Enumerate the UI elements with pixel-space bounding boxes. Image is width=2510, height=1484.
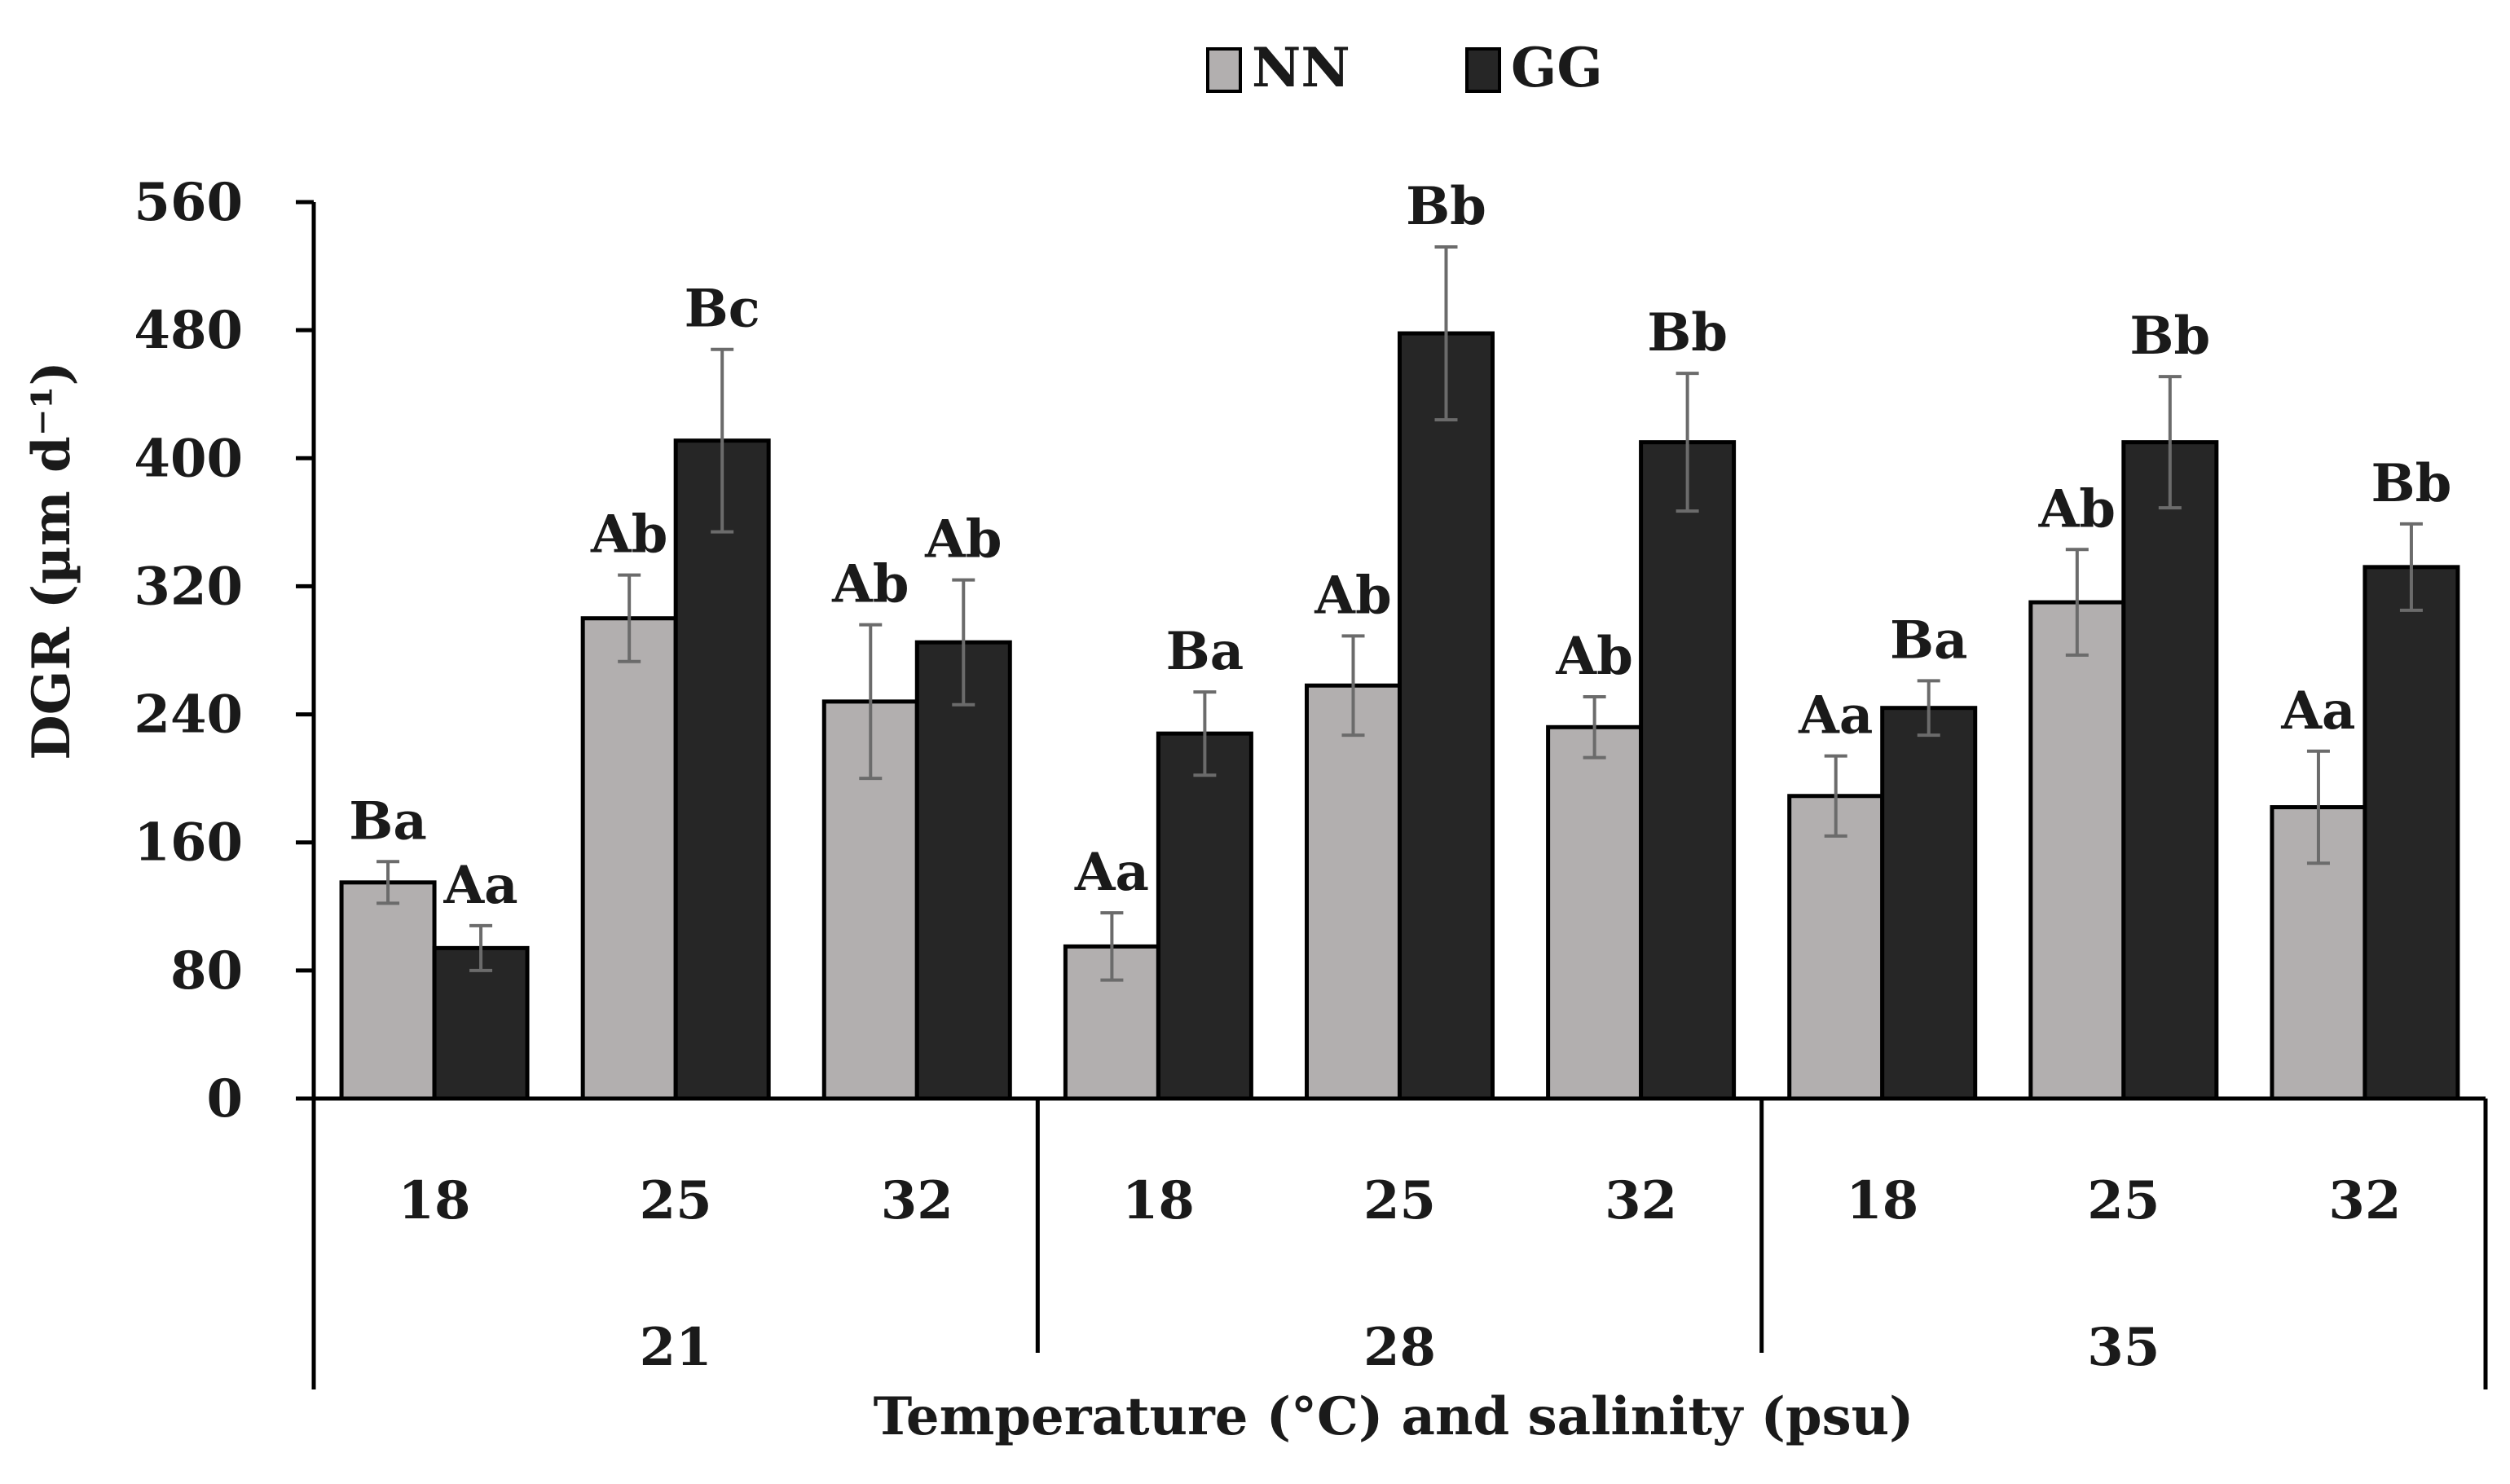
significance-label: Ba [1166, 621, 1244, 682]
significance-label: Bc [685, 279, 760, 340]
bar-gg [914, 640, 1012, 1101]
bar-nn [2028, 600, 2126, 1101]
bar-nn [1787, 794, 1885, 1101]
bar-gg [673, 438, 771, 1101]
y-axis-title: DGR (µm d⁻¹) [21, 361, 82, 760]
significance-label: Bb [1647, 302, 1728, 363]
y-tick-label: 480 [134, 300, 243, 361]
y-tick-label: 0 [206, 1068, 243, 1130]
bar-gg [1880, 706, 1978, 1101]
bar-nn [1305, 683, 1402, 1101]
legend-swatch-nn [1206, 47, 1242, 93]
significance-label: Aa [2280, 680, 2355, 742]
x-tick-label-salinity: 18 [1122, 1170, 1195, 1231]
bar-gg [2121, 440, 2219, 1101]
x-group-label-temperature: 28 [1363, 1317, 1436, 1378]
x-tick-label-salinity: 25 [2087, 1170, 2160, 1231]
bar-gg [2362, 565, 2460, 1101]
bar-gg [1639, 440, 1737, 1101]
y-tick-label: 400 [134, 428, 243, 489]
x-tick-label-salinity: 25 [1363, 1170, 1436, 1231]
x-axis: 18 25 32 21 18 25 32 28 18 25 32 35 [311, 1099, 2488, 1389]
significance-label: Bb [2371, 453, 2452, 514]
significance-label: Bb [2129, 306, 2210, 367]
y-tick-label: 80 [170, 940, 243, 1002]
legend: NN GG [1206, 36, 1603, 99]
bar-nn [1546, 724, 1644, 1101]
x-tick-label-salinity: 18 [1846, 1170, 1918, 1231]
significance-label: Ab [924, 509, 1002, 570]
y-tick-label: 560 [134, 172, 243, 233]
x-tick-label-salinity: 25 [640, 1170, 712, 1231]
y-tick-label: 240 [134, 685, 243, 746]
x-axis-title: Temperature (°C) and salinity (psu) [874, 1386, 1914, 1447]
x-group-label-temperature: 21 [640, 1317, 712, 1378]
x-tick-label-salinity: 32 [881, 1170, 953, 1231]
legend-label-nn: NN [1252, 36, 1350, 99]
significance-label: Ab [2038, 478, 2116, 539]
bar-gg [1156, 731, 1253, 1101]
significance-label: Aa [443, 855, 517, 916]
significance-label: Ab [1555, 626, 1632, 687]
significance-label: Bb [1406, 176, 1486, 237]
x-tick-label-salinity: 18 [399, 1170, 471, 1231]
significance-label: Aa [1074, 842, 1149, 903]
significance-label: Ab [831, 554, 909, 615]
legend-label-gg: GG [1511, 36, 1603, 99]
x-tick-label-salinity: 32 [2328, 1170, 2401, 1231]
y-tick-label: 320 [134, 556, 243, 617]
bar-nn [339, 880, 437, 1101]
bar-nn [580, 616, 678, 1101]
significance-label: Ab [590, 504, 667, 566]
significance-label: Ab [1314, 565, 1391, 626]
x-group-label-temperature: 35 [2087, 1317, 2160, 1378]
significance-label: Aa [1798, 685, 1873, 746]
significance-label: Ba [349, 790, 427, 852]
legend-swatch-gg [1465, 47, 1501, 93]
y-tick-label: 160 [134, 812, 243, 874]
significance-label: Ba [1890, 610, 1968, 671]
x-tick-label-salinity: 32 [1605, 1170, 1677, 1231]
bar-gg [1398, 331, 1495, 1101]
